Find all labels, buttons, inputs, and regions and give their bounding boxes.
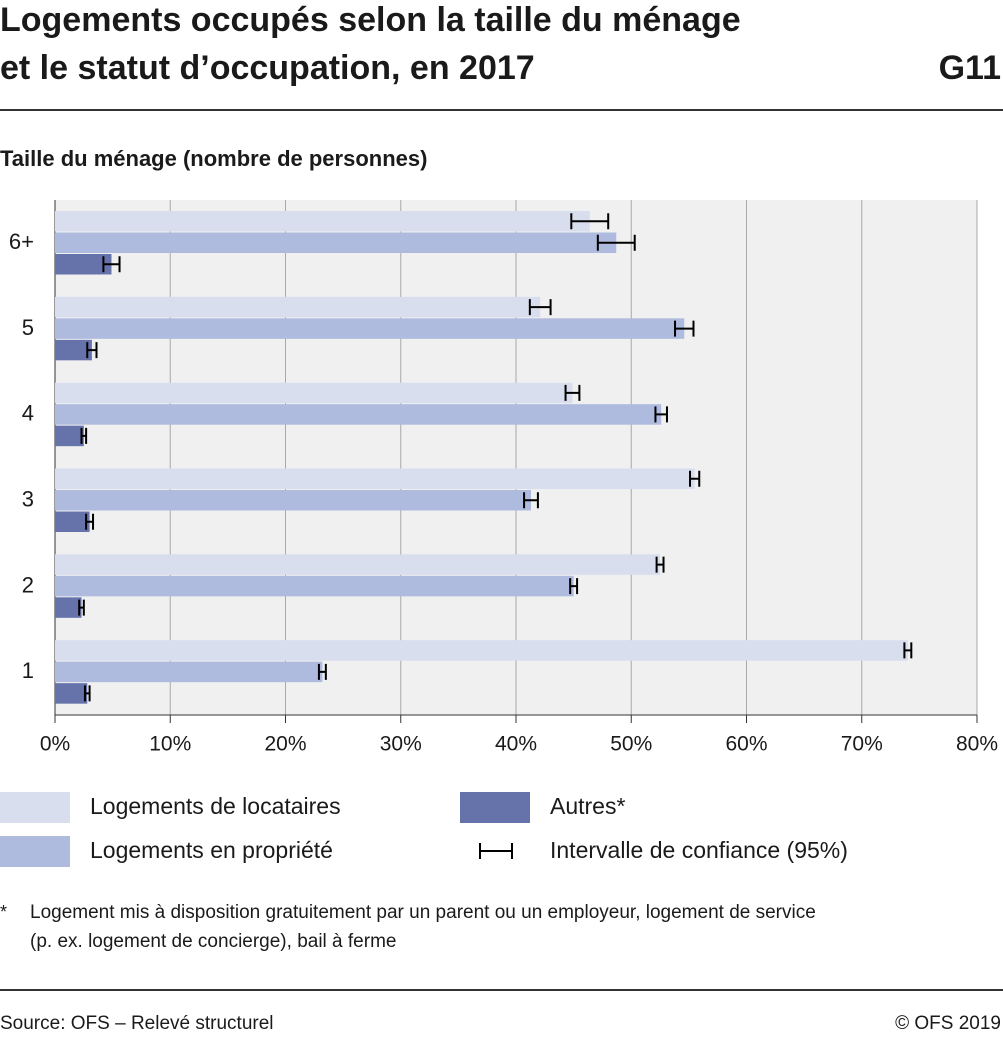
y-tick-label: 6+	[9, 229, 34, 254]
y-tick-label: 2	[22, 572, 34, 597]
legend-error-icon	[479, 843, 513, 859]
x-tick-label: 0%	[40, 733, 70, 756]
axis-title: Taille du ménage (nombre de personnes)	[0, 146, 427, 171]
x-tick-label: 80%	[956, 733, 998, 756]
y-tick-label: 5	[22, 315, 34, 340]
x-tick-label: 70%	[841, 733, 883, 756]
bar	[55, 597, 82, 618]
bar	[55, 468, 695, 489]
bar	[55, 404, 662, 425]
source: Source: OFS – Relevé structurel	[0, 1013, 274, 1034]
y-tick-label: 4	[22, 401, 34, 426]
y-tick-label: 3	[22, 487, 34, 512]
legend-label: Intervalle de confiance (95%)	[550, 837, 848, 863]
bar	[55, 211, 590, 232]
error-bar	[85, 513, 95, 530]
copyright: © OFS 2019	[895, 1013, 1001, 1034]
bar	[55, 683, 88, 704]
legend-label: Logements de locataires	[90, 793, 341, 819]
x-tick-label: 30%	[380, 733, 422, 756]
y-tick-label: 1	[22, 658, 34, 683]
x-tick-label: 10%	[149, 733, 191, 756]
error-bar	[102, 256, 121, 273]
bar	[55, 254, 112, 275]
error-bar	[564, 384, 581, 401]
bar	[55, 318, 685, 339]
legend-label: Logements en propriété	[90, 837, 333, 863]
bar	[55, 296, 541, 318]
error-bar	[83, 685, 91, 702]
bar	[55, 339, 92, 361]
x-tick-label: 60%	[725, 733, 767, 756]
legend-swatch	[0, 836, 70, 867]
error-bar	[523, 492, 539, 509]
legend-swatch	[0, 792, 70, 823]
legend-label: Autres*	[550, 793, 625, 819]
error-bar	[80, 427, 88, 444]
chart-code: G11	[939, 49, 1001, 87]
footnote-marker: *	[0, 902, 7, 922]
error-bar	[528, 299, 552, 316]
error-bar	[689, 470, 701, 487]
title-line: Logements occupés selon la taille du mén…	[0, 1, 741, 39]
x-tick-label: 50%	[610, 733, 652, 756]
bar	[55, 382, 573, 404]
bar	[55, 554, 661, 575]
x-tick-label: 40%	[495, 733, 537, 756]
error-bar	[569, 578, 579, 595]
error-bar	[655, 556, 665, 573]
error-bar	[674, 320, 695, 337]
error-bar	[596, 234, 636, 251]
footnote: Logement mis à disposition gratuitement …	[30, 902, 816, 923]
title-line: et le statut d’occupation, en 2017	[0, 49, 535, 87]
bar	[55, 232, 617, 253]
bar	[55, 425, 84, 447]
bar	[55, 511, 90, 532]
legend-swatch	[460, 792, 530, 823]
error-bar	[570, 213, 610, 230]
bar	[55, 640, 908, 661]
error-bar	[317, 663, 327, 680]
error-bar	[78, 599, 85, 616]
bar	[55, 490, 531, 511]
bar	[55, 661, 323, 683]
error-bar	[654, 406, 668, 423]
error-bar	[903, 642, 913, 659]
x-tick-label: 20%	[264, 733, 306, 756]
footnote: (p. ex. logement de concierge), bail à f…	[30, 931, 396, 952]
bar	[55, 575, 574, 597]
error-bar	[86, 342, 98, 359]
